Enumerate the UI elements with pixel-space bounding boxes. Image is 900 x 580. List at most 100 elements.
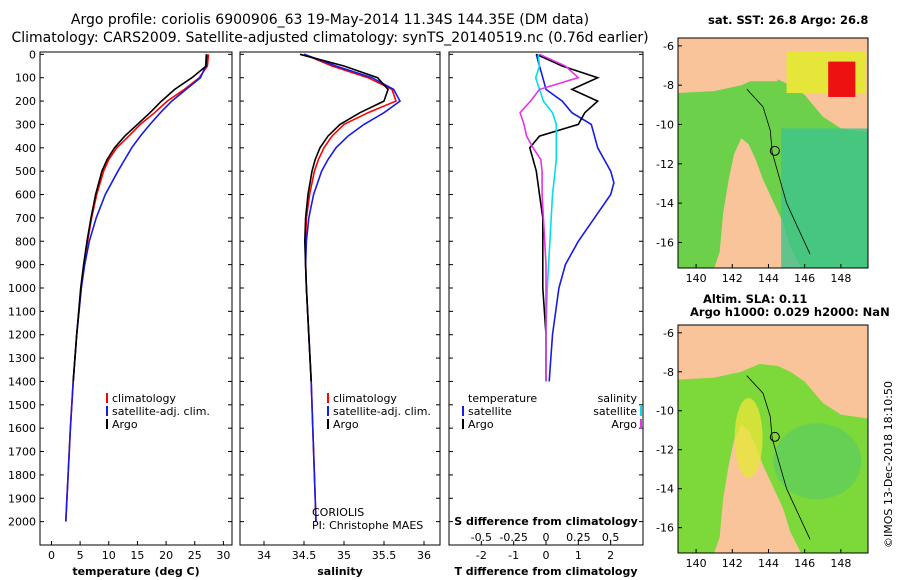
temp-xtick-tick-label: 10: [102, 549, 116, 562]
sdiff-axis-label: S difference from climatology: [454, 515, 638, 528]
map-sla: 140 142 144 146 148 -6 -8 -10 -12 -14 -16: [656, 324, 869, 570]
pi-label: PI: Christophe MAES: [312, 519, 423, 532]
map-xtick-label: 142: [722, 557, 743, 570]
ytick-label: 400: [15, 142, 36, 155]
tdiff-legend-label: Argo: [468, 418, 494, 431]
map-ytick-label: -8: [663, 366, 674, 379]
temp-legend-label: satellite-adj. clim.: [112, 405, 210, 418]
coriolis-label: CORIOLIS: [312, 506, 364, 519]
ytick-label: 800: [15, 235, 36, 248]
map-frame-sst: [677, 37, 869, 269]
sst-hot-patch: [828, 61, 856, 97]
map-ytick-label: -16: [656, 522, 674, 535]
sst-cool-patch: [781, 128, 868, 268]
map-ytick-label: -12: [656, 158, 674, 171]
ytick-label: 300: [15, 118, 36, 131]
temp-xtick-tick-label: 0: [48, 549, 55, 562]
diff-line-1: [528, 53, 600, 382]
sal-line-argo: [299, 53, 389, 382]
ytick-label: 1500: [8, 399, 36, 412]
diff-line-3: [519, 53, 580, 382]
map-isobath-sst: [746, 88, 811, 255]
ytick-label: 200: [15, 95, 36, 108]
sal-legend-swatch: [327, 393, 329, 403]
tdiff-legend-label: temperature: [468, 392, 537, 405]
ytick-label: 1700: [8, 446, 36, 459]
tdiff-xtick-tick-label: -2: [476, 549, 487, 562]
temp-legend-label: Argo: [112, 418, 138, 431]
temp-line-argo: [72, 54, 208, 382]
map-ytick-label: -12: [656, 444, 674, 457]
ytick-label: 1000: [8, 282, 36, 295]
sst-png-land: [678, 55, 778, 82]
map-sst: 140 142 144 146 148 -6 -8 -10 -12 -14 -16: [656, 37, 869, 285]
map-xtick-label: 146: [794, 557, 815, 570]
sal-axis-label: salinity: [317, 565, 363, 578]
sdiff-legend-swatch: [640, 419, 642, 429]
temp-xtick-tick-label: 5: [77, 549, 84, 562]
temp-legend-swatch: [106, 406, 108, 416]
tdiff-legend-swatch: [462, 419, 464, 429]
temp-xtick-tick-label: 30: [216, 549, 230, 562]
map-ytick-label: -6: [663, 327, 674, 340]
panel-frame-0: [39, 51, 233, 546]
sal-legend-swatch: [327, 406, 329, 416]
ytick-label: 1200: [8, 329, 36, 342]
temp-legend-swatch: [106, 419, 108, 429]
map-xtick-label: 148: [830, 557, 851, 570]
tdiff-xtick-tick-label: 2: [607, 549, 614, 562]
ytick-label: 1400: [8, 375, 36, 388]
sla-high-patch: [734, 398, 763, 479]
map-xtick-label: 142: [722, 272, 743, 285]
argo-position-marker-sla: [769, 431, 780, 442]
ytick-label: 900: [15, 259, 36, 272]
tdiff-legend-swatch: [462, 406, 464, 416]
map-ytick-label: -14: [656, 483, 674, 496]
sal-legend-label: climatology: [333, 392, 397, 405]
tdiff-xtick-tick-label: 1: [575, 549, 582, 562]
map-sea-sla: [678, 364, 868, 553]
sla-low-patch: [773, 423, 862, 500]
temp-xtick-tick-label: 20: [159, 549, 173, 562]
ytick-label: 700: [15, 212, 36, 225]
ytick-label: 1100: [8, 305, 36, 318]
map-xtick-label: 144: [758, 557, 779, 570]
temp-legend-swatch: [106, 393, 108, 403]
sdiff-tick-label: -0.25: [499, 531, 527, 544]
ytick-label: 1600: [8, 422, 36, 435]
sal-xtick-tick-label: 35.5: [372, 549, 397, 562]
diff-line-0: [535, 54, 615, 382]
tdiff-xtick-tick-label: 0: [543, 549, 550, 562]
map-ytick-label: -10: [656, 405, 674, 418]
ytick-label: 1300: [8, 352, 36, 365]
argo-position-marker-sst: [769, 145, 780, 156]
ytick-label: 600: [15, 189, 36, 202]
map-xtick-label: 146: [794, 272, 815, 285]
sdiff-legend-label: salinity: [598, 392, 638, 405]
title-line-1: Argo profile: coriolis 6900906_63 19-May…: [70, 12, 590, 28]
sal-xtick-tick-label: 34.5: [292, 549, 317, 562]
sdiff-legend-label: satellite: [593, 405, 637, 418]
sst-title: sat. SST: 26.8 Argo: 26.8: [708, 13, 869, 27]
map-xtick-label: 140: [686, 557, 707, 570]
sal-xtick-tick-label: 36: [417, 549, 431, 562]
sdiff-tick-label: 0.25: [566, 531, 591, 544]
ytick-label: 0: [29, 48, 36, 61]
ytick-label: 100: [15, 72, 36, 85]
tdiff-axis-label: T difference from climatology: [454, 565, 637, 578]
sdiff-legend-swatch: [640, 406, 642, 416]
temp-legend-label: climatology: [112, 392, 176, 405]
ytick-label: 500: [15, 165, 36, 178]
map-ytick-label: -10: [656, 118, 674, 131]
sal-legend-swatch: [327, 419, 329, 429]
map-isobath-sla: [746, 375, 811, 540]
ytick-label: 2000: [8, 516, 36, 529]
tdiff-legend-label: satellite: [468, 405, 512, 418]
temp-xtick-tick-label: 25: [188, 549, 202, 562]
sal-xtick-tick-label: 35: [337, 549, 351, 562]
temp-xtick-tick-label: 15: [130, 549, 144, 562]
sdiff-legend-label: Argo: [611, 418, 637, 431]
ytick-label: 1900: [8, 492, 36, 505]
h1000-title: Argo h1000: 0.029 h2000: NaN: [690, 305, 890, 319]
map-ytick-label: -14: [656, 197, 674, 210]
